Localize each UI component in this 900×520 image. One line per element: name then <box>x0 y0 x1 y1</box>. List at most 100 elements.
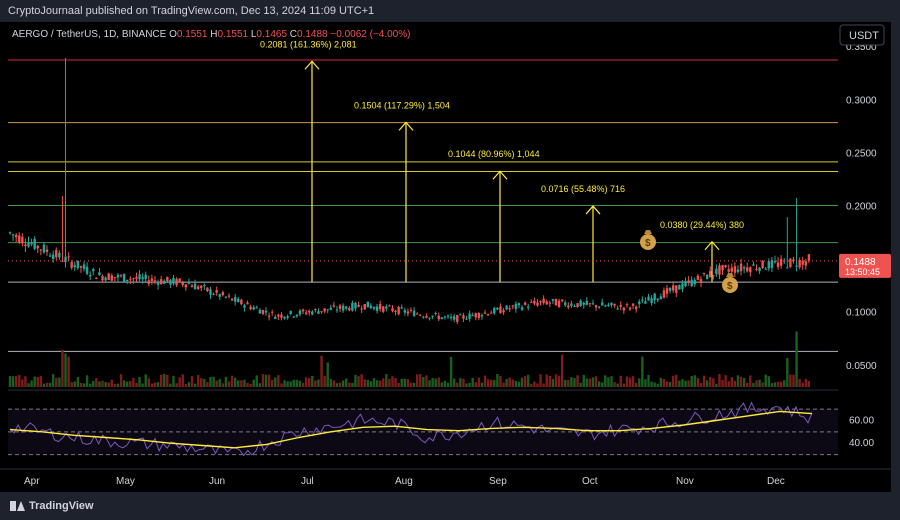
volume-bar <box>739 376 743 387</box>
candle-body <box>684 281 687 287</box>
candle-body <box>95 277 98 280</box>
candle-body <box>693 280 696 285</box>
currency-button-label: USDT <box>849 30 879 42</box>
candle-body <box>141 277 144 280</box>
tradingview-logo[interactable]: TradingView <box>10 500 94 512</box>
candle-body <box>804 261 808 266</box>
candle-body <box>252 307 255 310</box>
volume-bar <box>400 378 403 387</box>
candle-body <box>668 288 672 291</box>
volume-bar <box>240 380 243 387</box>
candle-body <box>517 303 521 306</box>
currency-button[interactable] <box>839 24 885 46</box>
price-tick-label: 0.3500 <box>846 42 877 53</box>
candle-body <box>520 307 524 310</box>
volume-bar <box>200 378 203 387</box>
volume-bar <box>715 383 718 387</box>
candle-body <box>209 289 212 295</box>
volume-bar <box>502 382 505 387</box>
candle-body <box>764 268 767 270</box>
volume-bar <box>638 378 641 387</box>
volume-bar <box>533 381 536 387</box>
volume-bar <box>107 382 110 387</box>
volume-bar <box>536 383 539 387</box>
volume-bar <box>471 377 474 387</box>
volume-bar <box>625 376 629 387</box>
candle-body <box>76 260 80 269</box>
candle-body <box>230 298 234 301</box>
candle-body <box>156 281 160 285</box>
candle-body <box>255 307 258 309</box>
volume-bar <box>314 380 317 387</box>
volume-bar <box>452 378 456 387</box>
candle-body <box>375 306 379 311</box>
candle-body <box>786 267 789 269</box>
chart-area[interactable]: 0.2081 (161.36%) 2,081 0.1504 (117.29%) 1… <box>0 22 891 492</box>
volume-bar <box>144 374 147 387</box>
volume-bar <box>323 375 326 387</box>
symbol-legend-part: AERGO / TetherUS, 1D, BINANCE <box>12 29 169 40</box>
volume-bar <box>369 381 373 387</box>
candle-body <box>628 307 632 310</box>
volume-bar <box>166 374 169 387</box>
volume-bar <box>415 374 419 387</box>
candle-body <box>249 306 252 310</box>
candle-body <box>486 314 490 316</box>
volume-bar <box>801 382 804 387</box>
candle-body <box>459 314 462 316</box>
volume-bar <box>724 375 727 387</box>
volume-bar <box>119 374 123 387</box>
candle-body <box>132 278 135 280</box>
candle-body <box>163 280 166 284</box>
volume-bar <box>548 376 552 387</box>
candle-body <box>55 249 58 258</box>
candle-body <box>733 266 737 273</box>
candle-body <box>690 279 693 287</box>
volume-bar <box>150 383 154 387</box>
candle-body <box>314 309 317 311</box>
volume-bar <box>104 382 107 387</box>
volume-bar <box>798 378 801 387</box>
volume-bar <box>807 381 811 387</box>
volume-bar <box>539 374 542 387</box>
volume-bar <box>690 376 693 387</box>
volume-bar <box>45 382 49 387</box>
candle-body <box>607 304 610 307</box>
candle-body <box>591 303 595 305</box>
volume-bar <box>169 383 172 387</box>
volume-bar <box>206 382 209 387</box>
candle-body <box>206 287 209 292</box>
volume-bar <box>551 379 555 387</box>
volume-bar <box>425 375 428 387</box>
price-tick-label: 0.2500 <box>846 148 877 159</box>
candle-body <box>175 278 178 286</box>
candle-body <box>422 316 425 318</box>
candle-body <box>601 302 604 306</box>
candle-body <box>749 267 752 273</box>
x-tick-label: Sep <box>489 476 507 487</box>
candle-body <box>730 267 733 272</box>
volume-bar <box>67 356 70 387</box>
candle-body <box>372 306 376 309</box>
candle-body <box>70 261 73 268</box>
candle-body <box>761 260 764 269</box>
candle-body <box>274 316 277 319</box>
candle-body <box>190 285 194 288</box>
target-arrow-head <box>492 170 508 180</box>
candle-body <box>576 303 579 308</box>
volume-bar <box>712 378 715 387</box>
candle-body <box>499 306 502 314</box>
volume-bar <box>505 379 508 387</box>
volume-bar <box>36 376 39 387</box>
candle-body <box>101 275 104 281</box>
candle-body <box>144 274 147 280</box>
volume-bar <box>98 381 101 387</box>
volume-bar <box>113 383 117 387</box>
chart-svg[interactable]: 0.2081 (161.36%) 2,081 0.1504 (117.29%) 1… <box>0 22 891 492</box>
publish-header: CryptoJournaal published on TradingView.… <box>0 0 900 22</box>
candle-body <box>650 298 653 304</box>
volume-bar <box>721 379 724 387</box>
candle-body <box>718 265 721 275</box>
volume-bar <box>175 383 178 387</box>
volume-bar <box>348 382 351 387</box>
